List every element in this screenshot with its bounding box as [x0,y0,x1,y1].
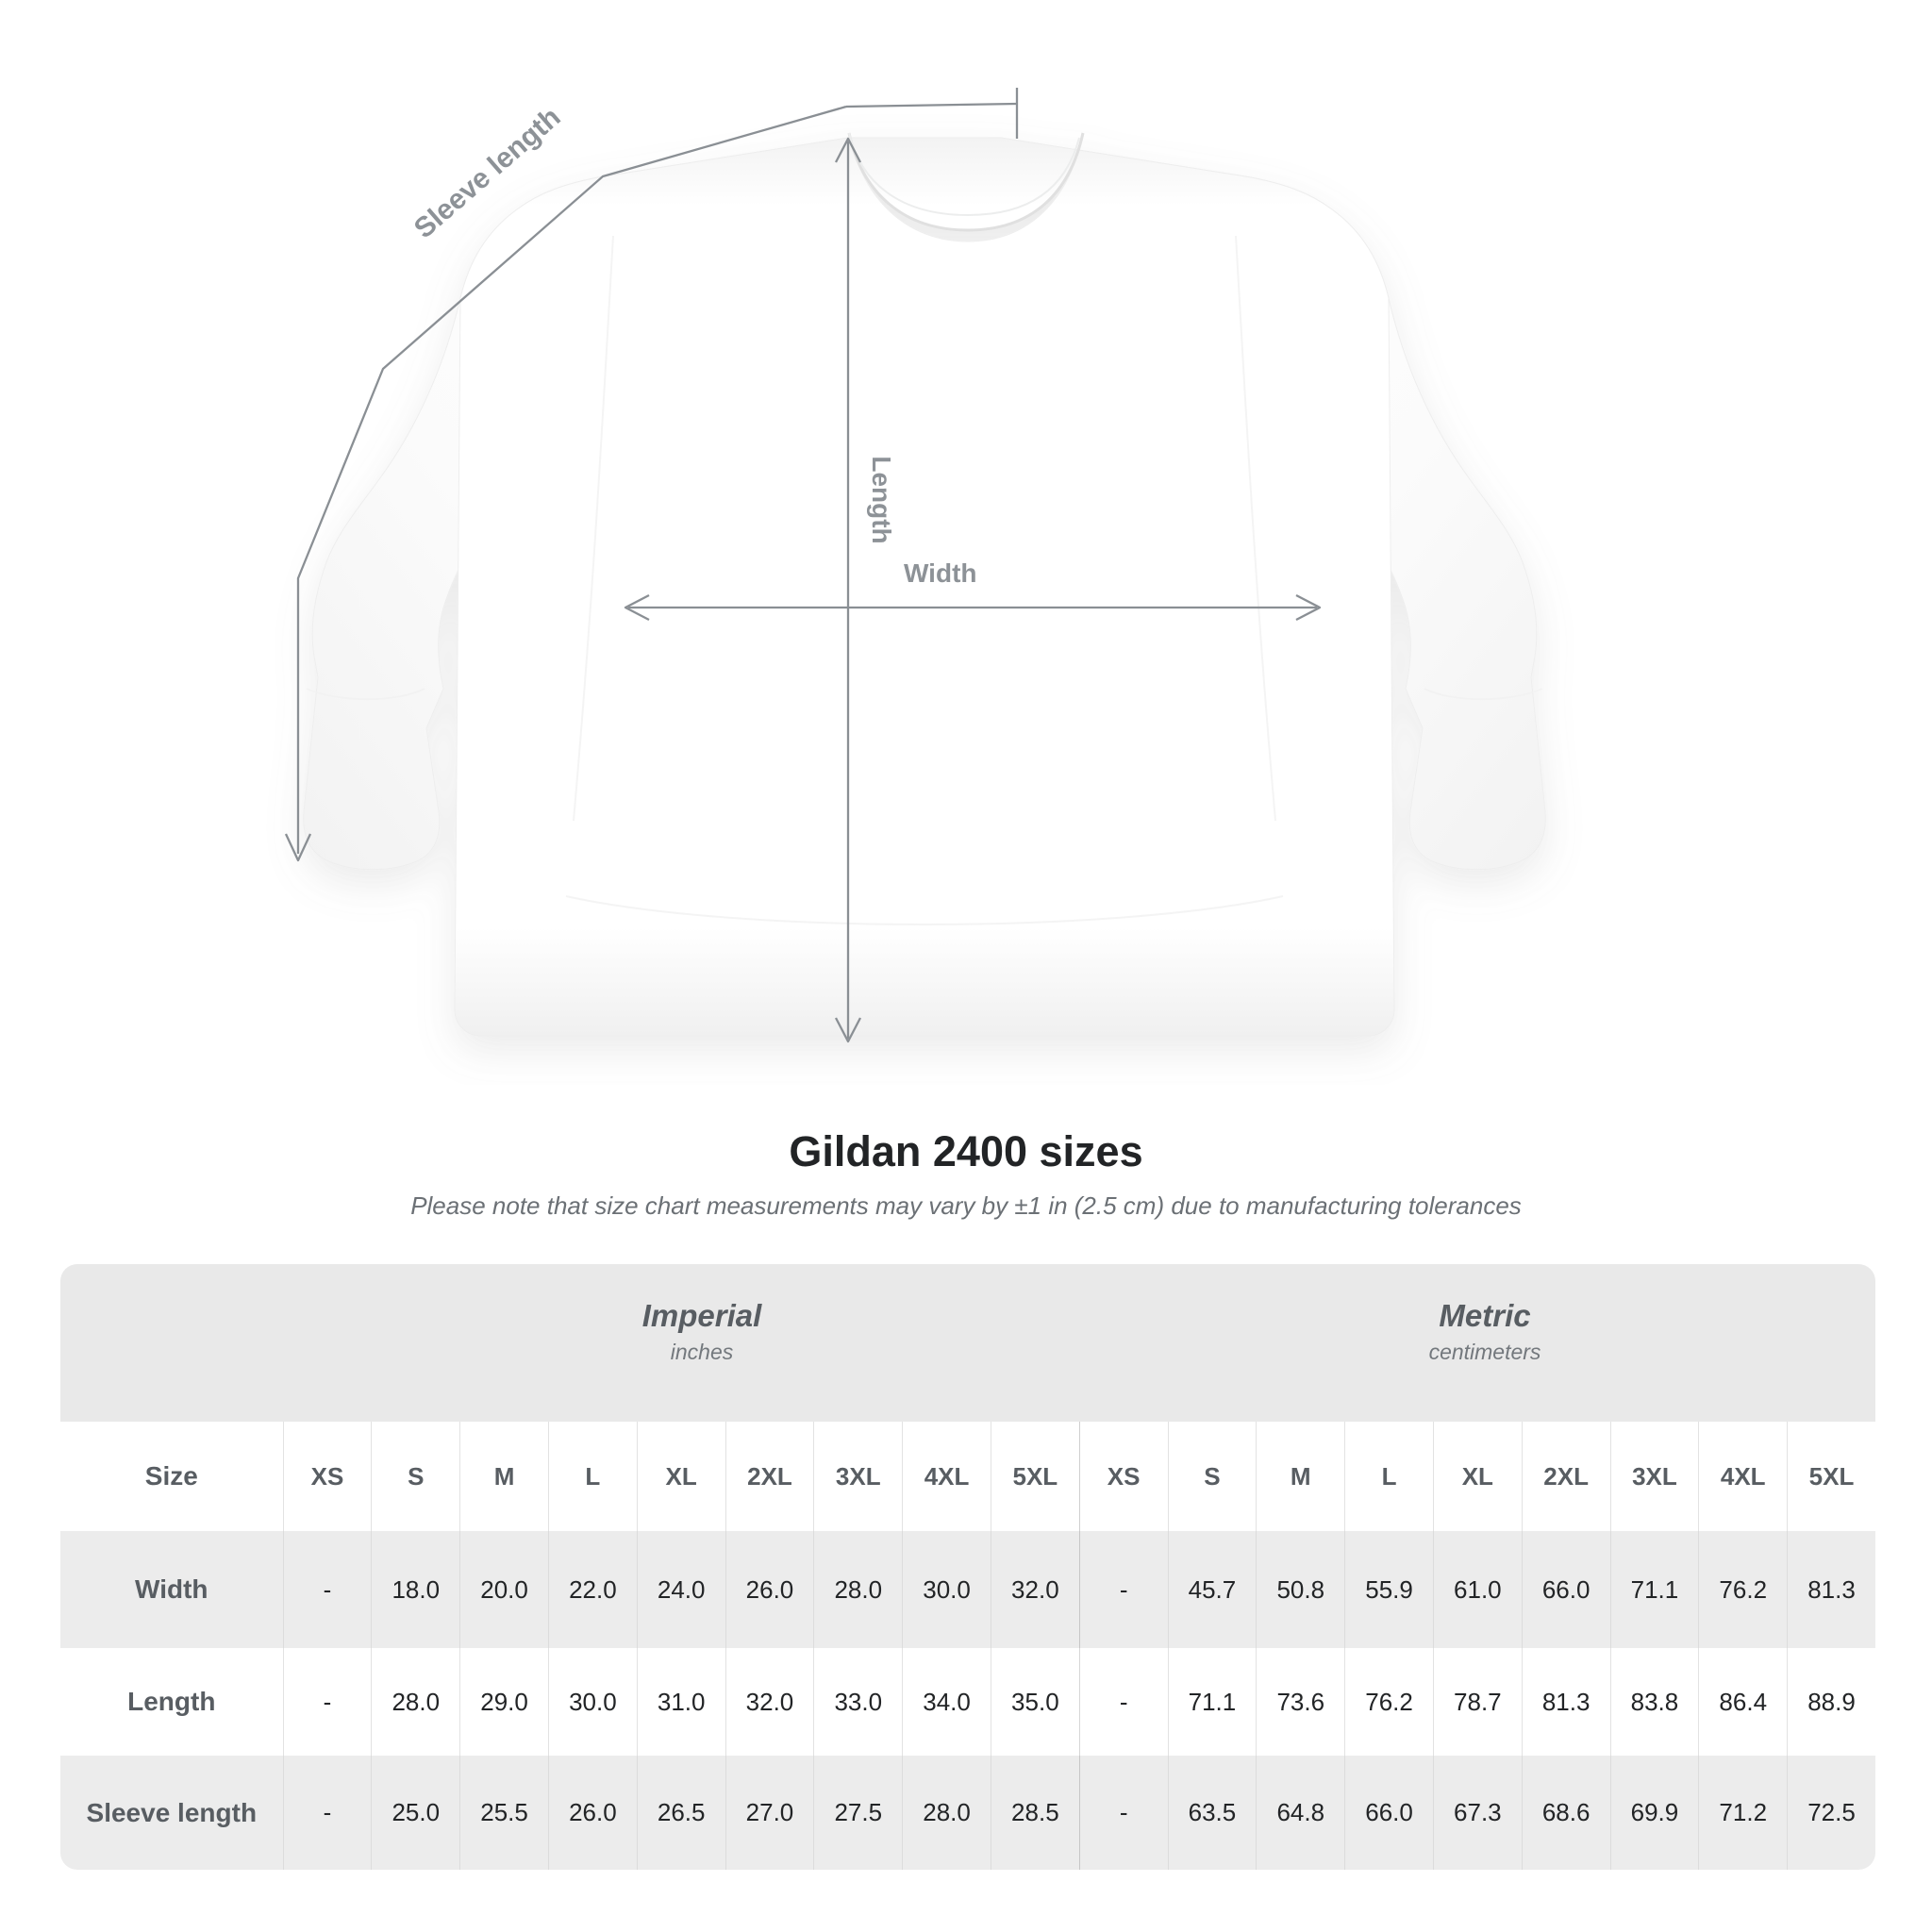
svg-text:Width: Width [904,558,977,588]
svg-text:Length: Length [867,456,896,543]
